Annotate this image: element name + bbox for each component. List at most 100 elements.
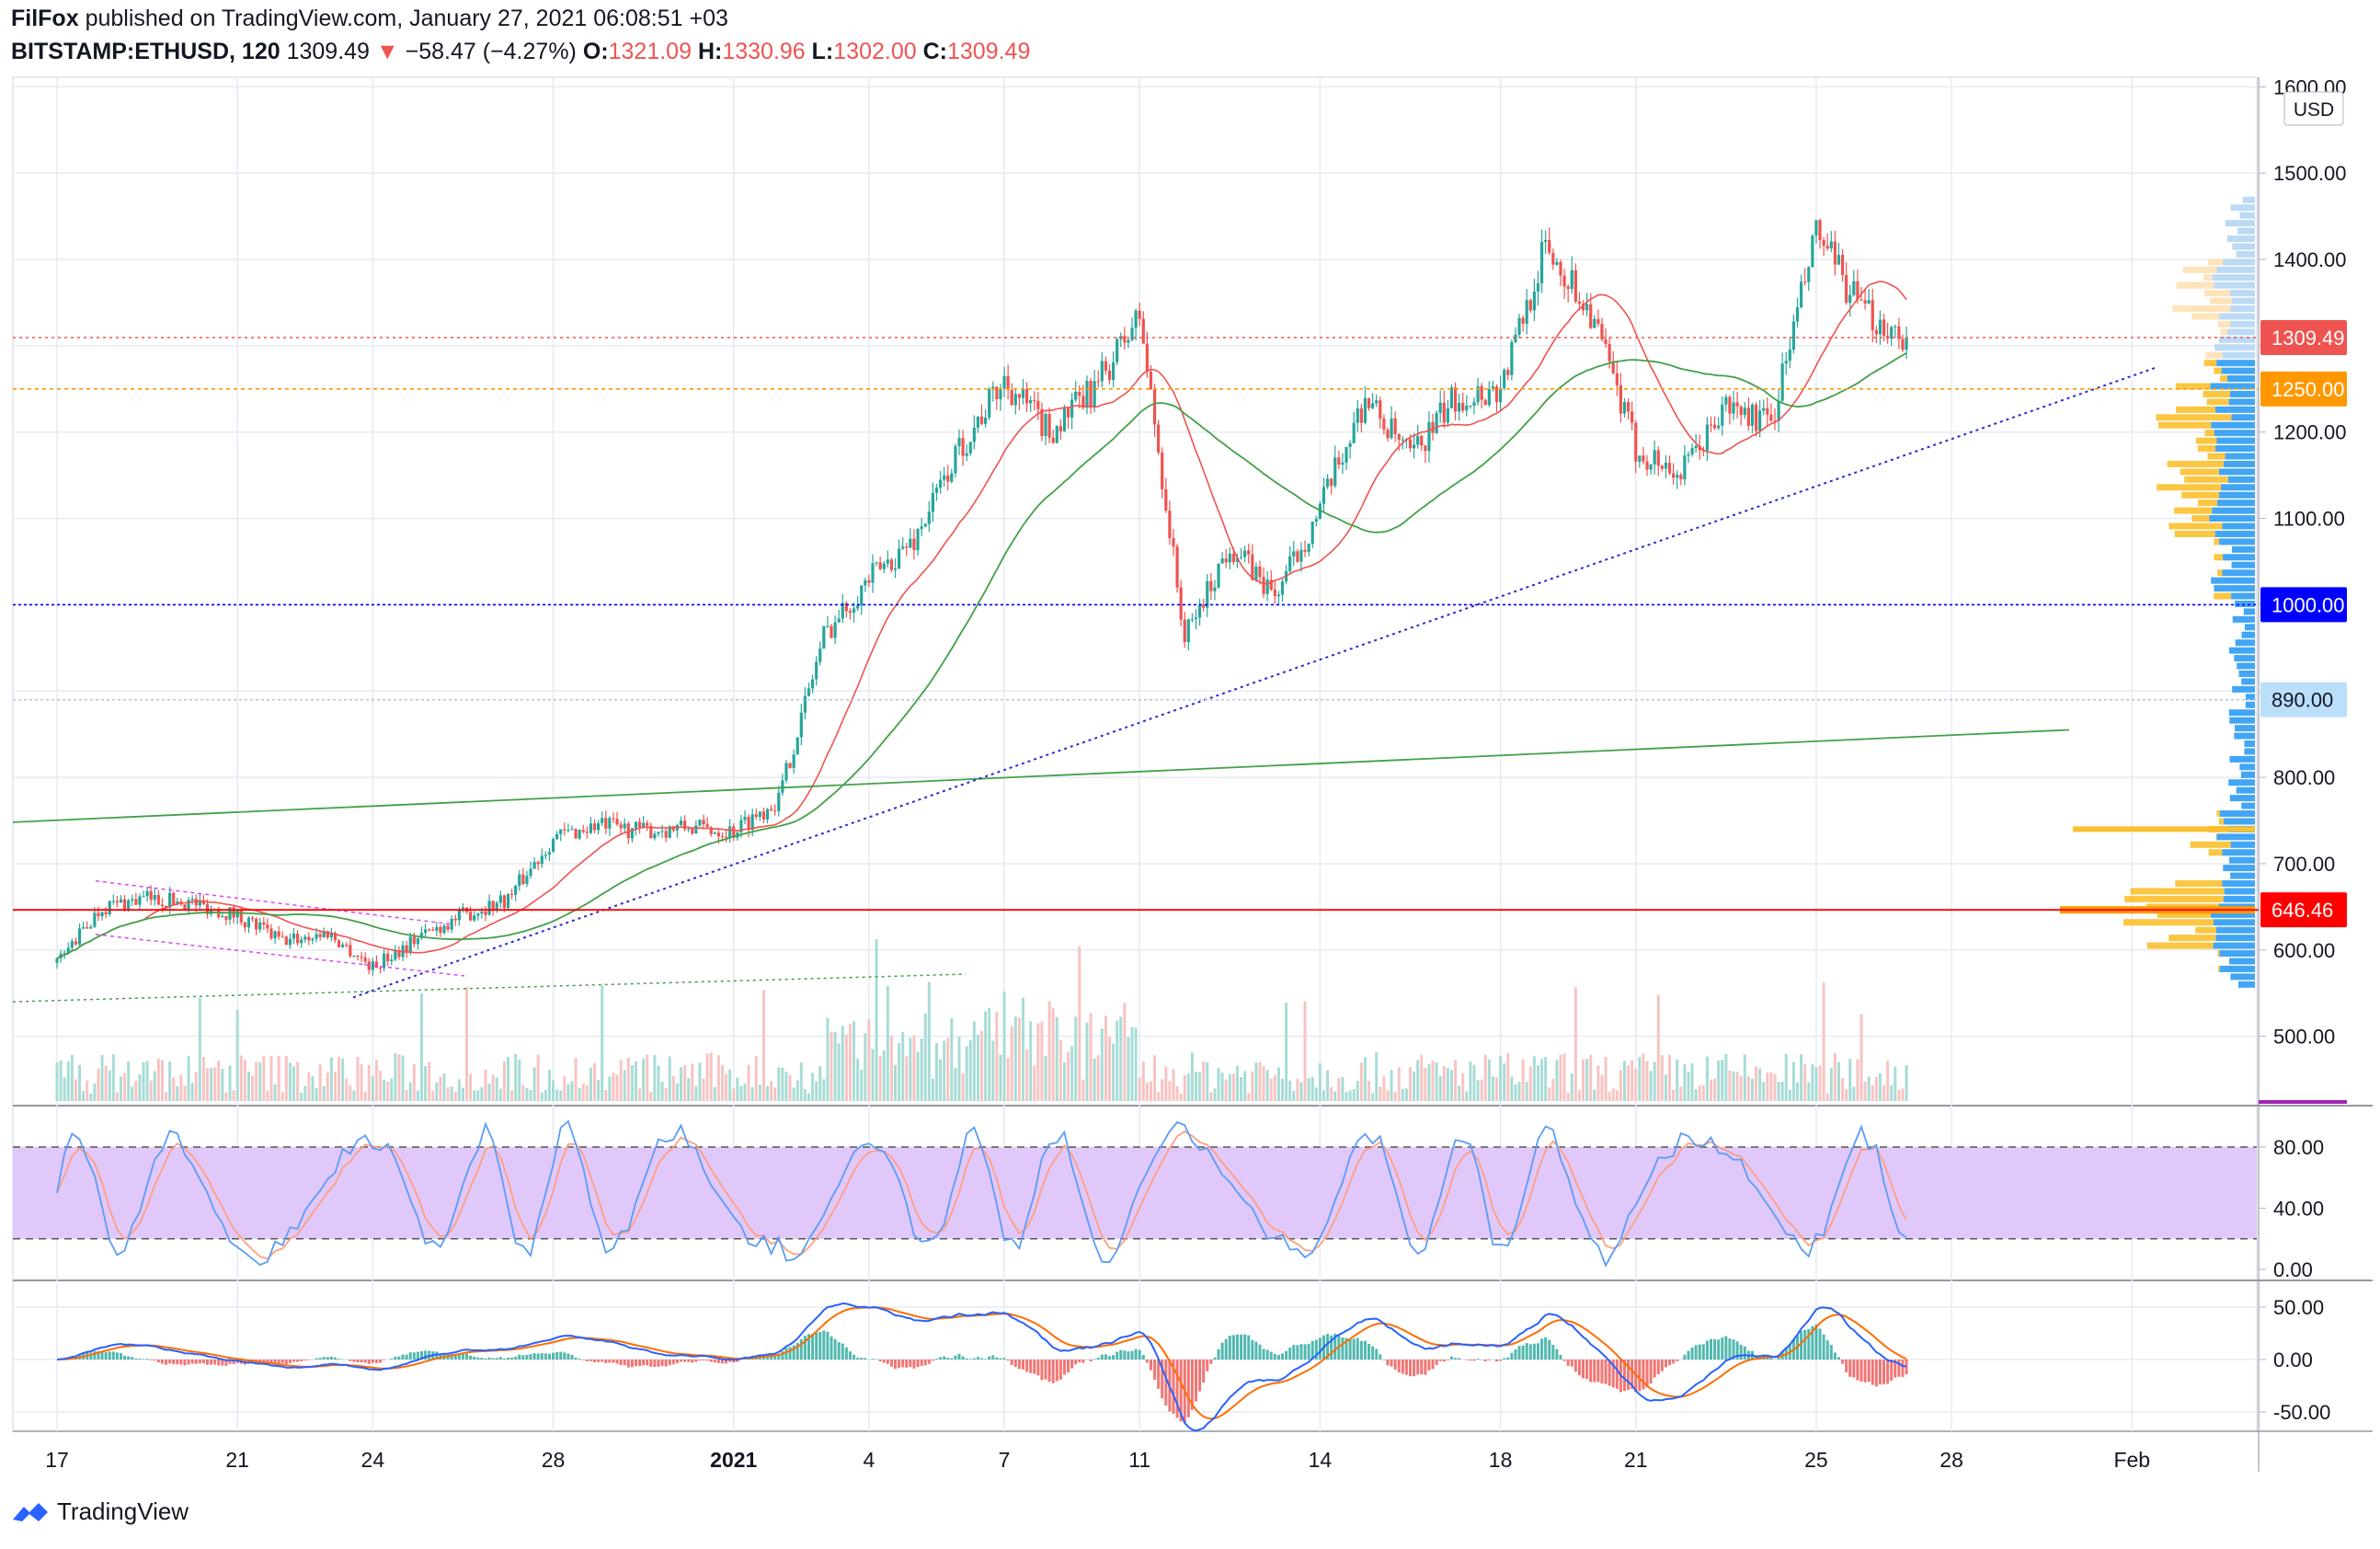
macd-histogram-bar [1240, 1334, 1243, 1360]
macd-histogram-bar [131, 1357, 134, 1360]
candle-body [657, 832, 660, 834]
macd-histogram-bar [269, 1360, 273, 1364]
volume-bar [442, 1073, 446, 1101]
volume-bar [329, 1057, 333, 1101]
volume-bar [1157, 1092, 1161, 1101]
volume-bar [694, 1086, 698, 1101]
macd-histogram-bar [1186, 1360, 1190, 1417]
macd-tick-label: 0.00 [2273, 1348, 2313, 1371]
volume-bar [1631, 1060, 1634, 1101]
candle-body [1698, 445, 1701, 451]
candle-body [1085, 381, 1089, 408]
macd-histogram-bar [1608, 1360, 1611, 1386]
candle-body [1435, 412, 1438, 433]
volume-bar [495, 1077, 498, 1101]
macd-histogram-bar [777, 1354, 781, 1360]
volume-bar [1089, 1013, 1093, 1101]
volume-bar [198, 997, 201, 1101]
candle-body [732, 826, 736, 838]
volume-bar [1310, 1076, 1314, 1101]
macd-histogram-bar [210, 1360, 213, 1365]
volume-bar [1220, 1073, 1224, 1101]
volume-profile-bar [2228, 779, 2255, 786]
low-label: L: [811, 39, 834, 64]
macd-histogram-bar [284, 1360, 288, 1364]
macd-histogram-bar [1878, 1360, 1882, 1385]
macd-histogram-bar [984, 1359, 988, 1360]
macd-histogram-bar [405, 1354, 408, 1360]
macd-histogram-bar [1713, 1338, 1717, 1360]
candle-body [1897, 326, 1901, 339]
macd-histogram-bar [1438, 1360, 1442, 1361]
volume-bar [1874, 1076, 1878, 1101]
candle-body [653, 833, 657, 839]
macd-histogram-bar [1021, 1360, 1024, 1370]
candle-body [1499, 387, 1503, 403]
volume-bar [1562, 1053, 1566, 1101]
candle-body [1791, 321, 1796, 350]
candle-body [168, 892, 172, 908]
volume-bar [1852, 1086, 1856, 1101]
macd-histogram-bar [416, 1351, 419, 1360]
candle-body [1750, 404, 1755, 426]
macd-histogram-bar [1807, 1328, 1811, 1360]
macd-histogram-bar [1112, 1355, 1116, 1360]
candle-body [1833, 241, 1836, 265]
volume-profile-bar [2214, 367, 2222, 374]
volume-bar [844, 1034, 848, 1101]
macd-histogram-bar [160, 1360, 164, 1364]
volume-profile-bar [2214, 281, 2255, 289]
candle-body [532, 862, 536, 869]
macd-histogram-bar [864, 1358, 867, 1360]
volume-bar [1397, 1067, 1401, 1101]
candle-body [1604, 339, 1608, 344]
volume-bar [383, 1079, 386, 1101]
macd-histogram-bar [597, 1360, 601, 1362]
volume-bar [698, 1062, 702, 1101]
macd-histogram-bar [1856, 1360, 1859, 1381]
volume-bar [491, 1074, 495, 1101]
candle-body [905, 546, 909, 548]
volume-bar [732, 1088, 736, 1101]
symbol-name[interactable]: BITSTAMP:ETHUSD, 120 [11, 39, 280, 64]
macd-histogram-bar [1078, 1360, 1081, 1363]
candle-body [1660, 465, 1664, 469]
volume-bar [453, 1091, 457, 1101]
macd-histogram-bar [1573, 1360, 1577, 1372]
candle-body [1010, 389, 1013, 406]
candle-body [601, 818, 604, 823]
macd-histogram-bar [999, 1358, 1002, 1360]
volume-profile-bar [2222, 569, 2255, 577]
macd-histogram-bar [1724, 1336, 1728, 1360]
macd-histogram-bar [1175, 1360, 1179, 1418]
candle-body [581, 830, 585, 832]
volume-bar [1292, 1090, 1296, 1101]
volume-bar [149, 1080, 153, 1101]
candle-body [1528, 300, 1532, 311]
macd-histogram-bar [980, 1358, 984, 1360]
candle-body [307, 936, 311, 941]
volume-profile-bar [2222, 258, 2255, 266]
candle-body [781, 780, 784, 793]
macd-histogram-bar [848, 1351, 852, 1360]
candle-body [1562, 275, 1566, 287]
volume-bar [1701, 1084, 1705, 1101]
candle-body [416, 937, 419, 945]
candle-body [1141, 318, 1145, 344]
candle-body [852, 608, 856, 614]
candle-body [773, 810, 777, 812]
candle-body [1307, 544, 1310, 552]
volume-bar [296, 1061, 300, 1101]
macd-histogram-bar [111, 1351, 115, 1360]
candle-body [979, 416, 984, 424]
macd-histogram-bar [1841, 1360, 1845, 1364]
tradingview-logo[interactable]: TradingView [11, 1497, 189, 1526]
macd-histogram-bar [1427, 1360, 1431, 1371]
volume-bar [1262, 1066, 1265, 1101]
volume-bar [1281, 1078, 1285, 1101]
macd-histogram-bar [1149, 1360, 1152, 1371]
volume-profile-bar [2241, 678, 2255, 685]
author-name[interactable]: FilFox [11, 6, 79, 31]
volume-bar [424, 1066, 428, 1101]
